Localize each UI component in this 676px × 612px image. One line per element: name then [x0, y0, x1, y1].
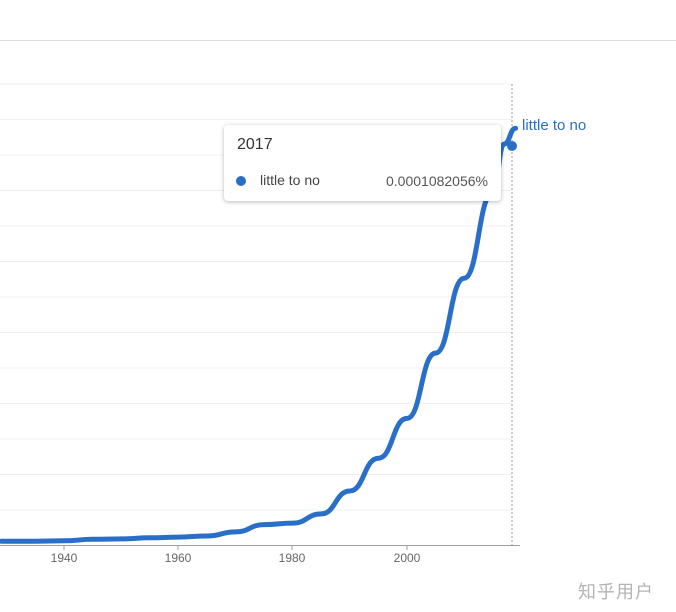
- hover-tooltip: 2017 little to no 0.0001082056%: [224, 125, 501, 201]
- series-line-little-to-no[interactable]: [0, 125, 519, 544]
- tooltip-series-name: little to no: [260, 172, 320, 188]
- x-tick-label: 1960: [164, 551, 192, 565]
- series-end-label[interactable]: little to no: [522, 117, 587, 134]
- tooltip-value: 0.0001082056%: [386, 173, 488, 189]
- gridlines: [0, 83, 512, 511]
- series-color-dot-icon: [236, 176, 246, 186]
- x-tick-label: 2000: [393, 551, 421, 565]
- x-tick-label: 1940: [50, 551, 78, 565]
- x-axis-ticks: [63, 545, 408, 550]
- header-divider: [0, 40, 676, 41]
- tooltip-year: 2017: [237, 136, 273, 153]
- watermark: 知乎用户: [578, 582, 654, 602]
- hover-data-point[interactable]: [507, 141, 517, 151]
- x-tick-label: 1980: [278, 551, 306, 565]
